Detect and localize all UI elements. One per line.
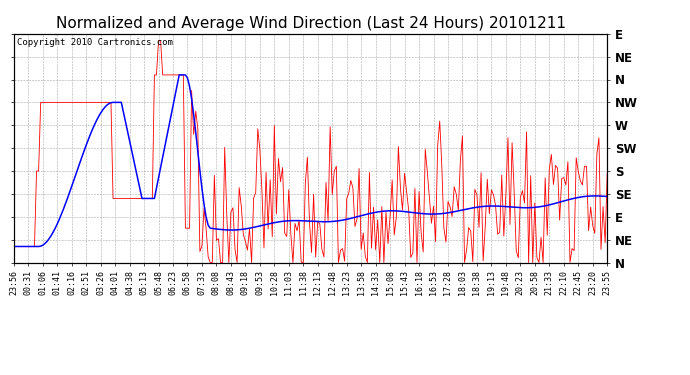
Text: Copyright 2010 Cartronics.com: Copyright 2010 Cartronics.com xyxy=(17,38,172,47)
Title: Normalized and Average Wind Direction (Last 24 Hours) 20101211: Normalized and Average Wind Direction (L… xyxy=(55,16,566,31)
